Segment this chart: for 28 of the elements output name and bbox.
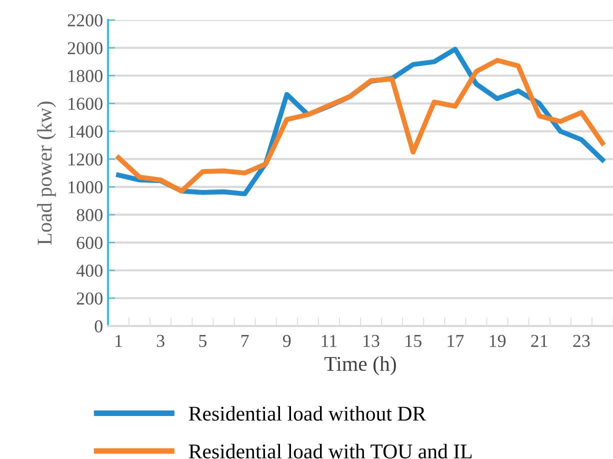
y-tick-label: 800	[76, 208, 102, 222]
y-tick-label: 2000	[68, 42, 102, 54]
y-axis-title: Load power (kw)	[37, 102, 56, 245]
y-tick-label: 200	[76, 292, 102, 305]
x-tick-label: 7	[241, 335, 249, 347]
x-tick-label: 17	[448, 334, 464, 347]
x-tick-label: 21	[531, 334, 548, 347]
x-tick-label: 9	[282, 334, 291, 348]
y-tick-label: 1000	[68, 181, 102, 194]
y-tick-label: 1800	[68, 70, 102, 82]
x-tick-label: 13	[364, 334, 380, 348]
legend-label: Residential load with TOU and IL	[188, 444, 472, 459]
y-tick-label: 400	[76, 264, 102, 277]
x-tick-label: 1	[116, 334, 122, 347]
y-tick-label: 1400	[68, 126, 102, 138]
y-tick-label: 0	[94, 320, 102, 332]
legend-label: Residential load without DR	[188, 406, 426, 421]
x-axis-title: Time (h)	[324, 356, 396, 376]
x-tick-label: 19	[490, 334, 506, 348]
x-tick-label: 15	[406, 334, 422, 348]
x-tick-label: 11	[322, 334, 337, 347]
x-tick-label: 23	[573, 334, 590, 348]
y-tick-label: 600	[76, 236, 102, 249]
y-tick-label: 1600	[68, 98, 102, 110]
x-tick-label: 5	[199, 335, 206, 348]
y-tick-label: 2200	[68, 14, 102, 26]
y-tick-label: 1200	[68, 153, 102, 166]
x-tick-label: 3	[156, 334, 164, 348]
